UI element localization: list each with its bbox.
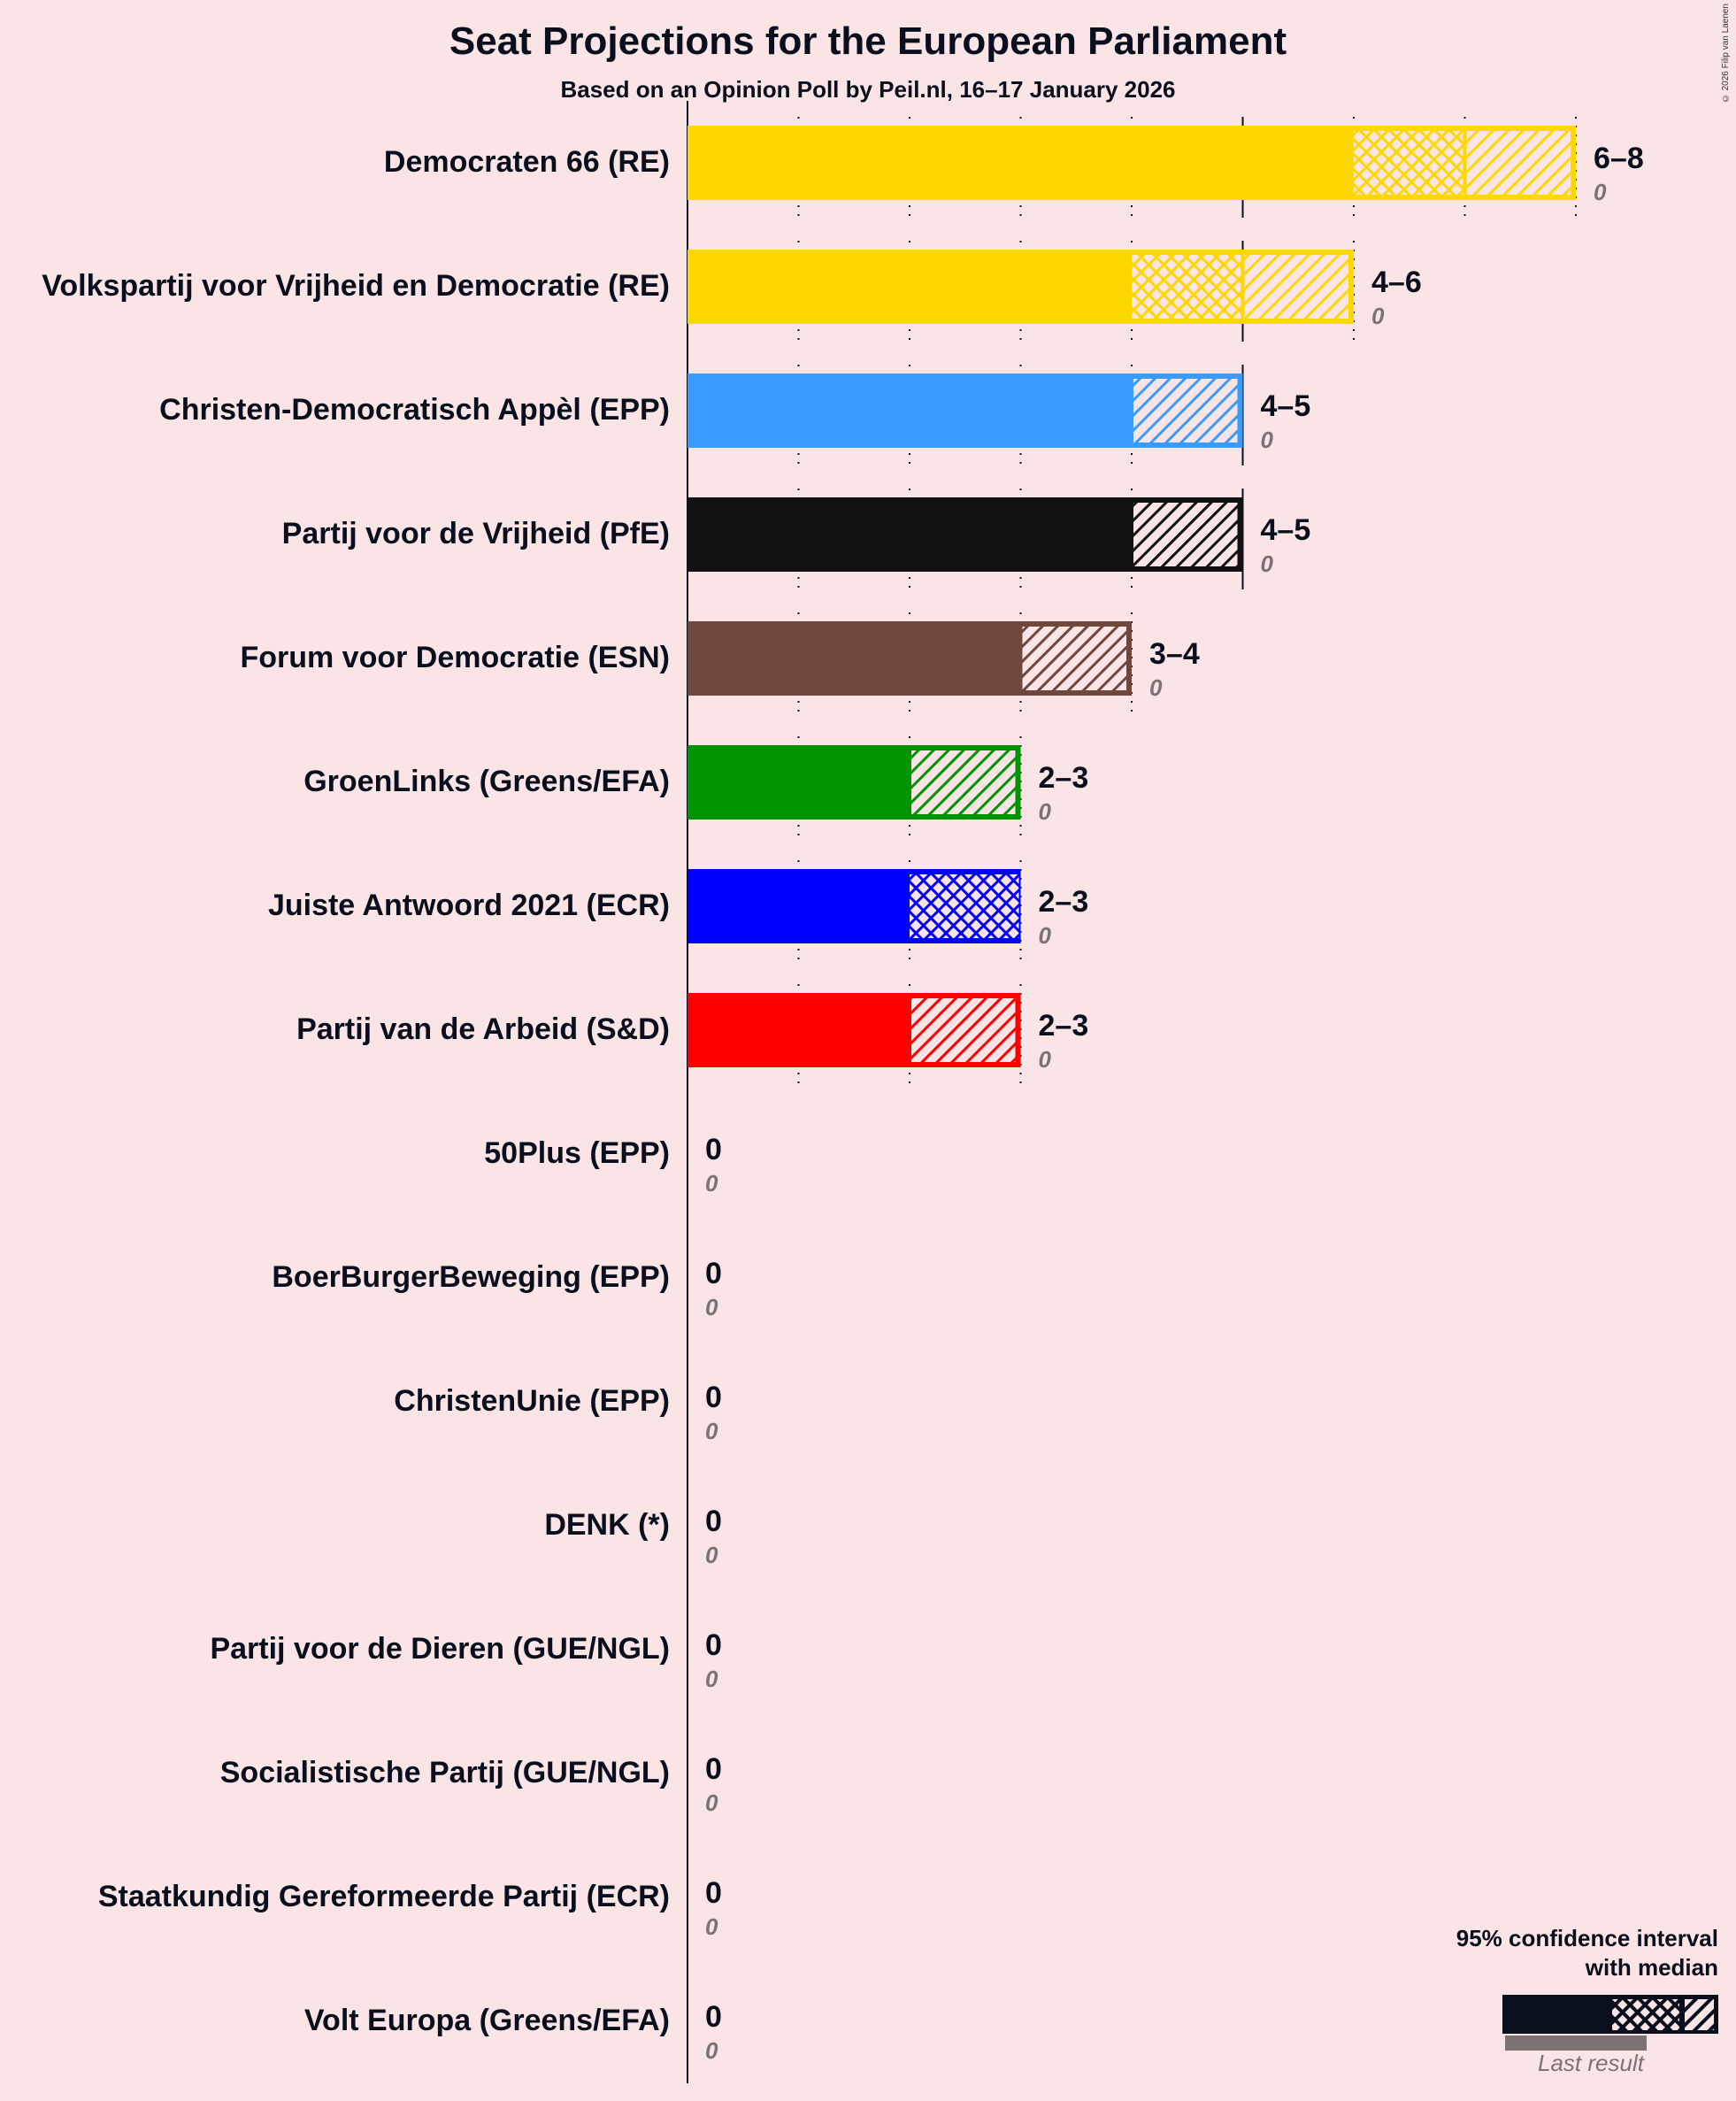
- party-bar: [687, 745, 1021, 820]
- last-result-label: 0: [1594, 179, 1607, 205]
- party-bar: [687, 373, 1243, 448]
- range-label: 0: [705, 1752, 722, 1786]
- range-label: 3–4: [1149, 637, 1200, 671]
- party-bar: [687, 126, 1576, 200]
- range-label: 0: [705, 1257, 722, 1290]
- legend-title-line1: 95% confidence interval: [1456, 1925, 1718, 1951]
- range-label: 2–3: [1038, 1009, 1089, 1043]
- party-bar: [687, 621, 1132, 696]
- party-label: Volkspartij voor Vrijheid en Democratie …: [42, 269, 670, 303]
- last-result-label: 0: [705, 1542, 718, 1568]
- range-label: 0: [705, 1876, 722, 1910]
- range-label: 0: [705, 1505, 722, 1538]
- last-result-label: 0: [1371, 303, 1385, 329]
- legend-last-result: Last result: [1538, 2050, 1644, 2076]
- last-result-label: 0: [705, 1418, 718, 1444]
- last-result-label: 0: [1149, 674, 1163, 701]
- party-label: Democraten 66 (RE): [383, 145, 670, 179]
- party-label: Staatkundig Gereformeerde Partij (ECR): [97, 1880, 670, 1913]
- party-label: Forum voor Democratie (ESN): [240, 641, 670, 674]
- last-result-label: 0: [705, 2037, 718, 2064]
- range-label: 4–6: [1371, 266, 1422, 299]
- last-result-label: 0: [1038, 922, 1051, 949]
- party-label: 50Plus (EPP): [484, 1136, 670, 1170]
- range-label: 0: [705, 1381, 722, 1414]
- chart-title: Seat Projections for the European Parlia…: [449, 19, 1287, 63]
- last-result-label: 0: [705, 1294, 718, 1320]
- party-bar: [687, 869, 1021, 943]
- last-result-label: 0: [705, 1666, 718, 1692]
- range-label: 0: [705, 2000, 722, 2034]
- range-label: 4–5: [1260, 389, 1311, 423]
- legend-swatch: [1502, 1995, 1718, 2051]
- range-label: 6–8: [1594, 142, 1644, 175]
- range-label: 4–5: [1260, 513, 1311, 547]
- range-label: 0: [705, 1133, 722, 1166]
- party-bar: [687, 250, 1354, 324]
- party-label: DENK (*): [544, 1508, 670, 1542]
- party-label: Partij voor de Vrijheid (PfE): [281, 517, 670, 550]
- last-result-label: 0: [1038, 1046, 1051, 1073]
- last-result-label: 0: [1260, 550, 1273, 577]
- chart-subtitle: Based on an Opinion Poll by Peil.nl, 16–…: [560, 76, 1176, 103]
- party-label: GroenLinks (Greens/EFA): [303, 765, 670, 798]
- party-label: Juiste Antwoord 2021 (ECR): [267, 889, 670, 922]
- last-result-label: 0: [705, 1170, 718, 1197]
- party-label: Partij van de Arbeid (S&D): [296, 1012, 670, 1046]
- last-result-label: 0: [705, 1789, 718, 1816]
- party-label: ChristenUnie (EPP): [394, 1384, 670, 1418]
- party-bar: [687, 993, 1021, 1067]
- legend-title-line2: with median: [1585, 1954, 1718, 1981]
- range-label: 0: [705, 1628, 722, 1662]
- last-result-label: 0: [1260, 427, 1273, 453]
- party-label: Christen-Democratisch Appèl (EPP): [159, 393, 670, 427]
- party-bar: [687, 497, 1243, 572]
- party-label: Partij voor de Dieren (GUE/NGL): [210, 1632, 670, 1666]
- party-label: BoerBurgerBeweging (EPP): [272, 1260, 670, 1294]
- last-result-label: 0: [1038, 798, 1051, 825]
- range-label: 2–3: [1038, 885, 1089, 919]
- range-label: 2–3: [1038, 761, 1089, 795]
- party-label: Socialistische Partij (GUE/NGL): [219, 1756, 670, 1789]
- legend-title: 95% confidence interval with median: [1456, 1924, 1718, 1982]
- last-result-label: 0: [705, 1913, 718, 1940]
- party-label: Volt Europa (Greens/EFA): [303, 2004, 670, 2037]
